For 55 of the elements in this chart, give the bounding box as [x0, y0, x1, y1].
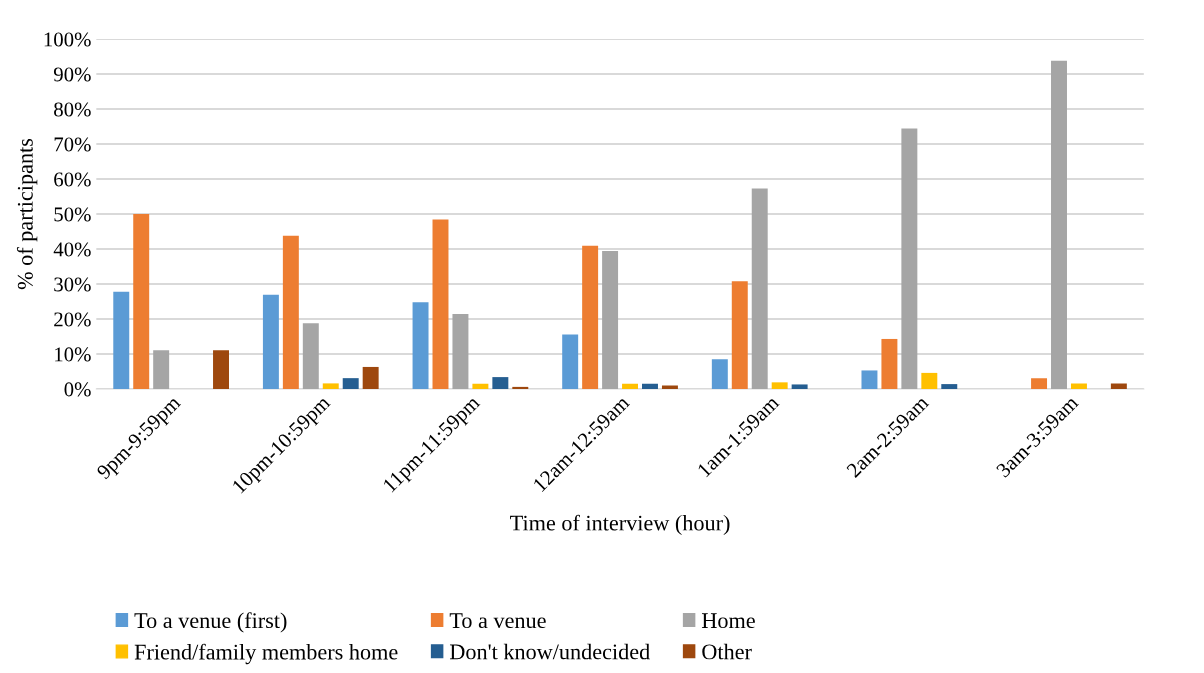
bar	[751, 188, 768, 389]
y-tick-label: 30%	[54, 277, 91, 292]
bar	[512, 386, 529, 389]
bar	[622, 383, 639, 389]
y-tick-label: 40%	[53, 242, 91, 257]
bar	[901, 128, 918, 389]
bar	[921, 372, 938, 389]
bar	[642, 383, 658, 389]
legend-label: To a venue (first)	[134, 612, 287, 633]
bar	[133, 214, 150, 389]
legend-label: To a venue	[449, 613, 546, 629]
bar	[1110, 383, 1127, 389]
y-tick-label: 0%	[64, 382, 91, 397]
bar	[432, 219, 449, 389]
y-tick-label: 10%	[55, 347, 91, 362]
y-axis-title: % of participants	[16, 138, 38, 290]
bar	[412, 302, 429, 389]
y-tick-label: 90%	[53, 67, 91, 82]
bar	[711, 359, 728, 389]
x-axis-title: Time of interview (hour)	[510, 514, 730, 536]
bar	[282, 235, 299, 389]
y-tick-label: 20%	[54, 312, 91, 327]
legend-label: Don't know/undecided	[449, 643, 650, 660]
bar	[213, 350, 229, 389]
legend-label: Friend/family members home	[134, 643, 398, 665]
bar	[322, 383, 339, 389]
bar	[1031, 378, 1048, 389]
bar	[492, 377, 509, 389]
bar	[262, 294, 279, 389]
bar	[342, 378, 359, 389]
bar	[562, 334, 579, 389]
bar	[661, 385, 678, 389]
legend-label: Other	[702, 643, 752, 660]
bar	[602, 251, 619, 389]
bar	[153, 350, 170, 389]
bar	[452, 314, 469, 389]
y-tick-label: 100%	[44, 32, 91, 47]
y-tick-label: 50%	[54, 207, 91, 222]
y-tick-label: 80%	[54, 102, 91, 117]
bar	[881, 338, 898, 389]
bar	[302, 323, 319, 389]
bar	[582, 245, 599, 389]
bar	[113, 291, 130, 389]
legend-label: Home	[701, 613, 755, 629]
bar	[731, 281, 748, 389]
bar	[861, 370, 878, 389]
bar	[941, 384, 958, 389]
y-tick-label: 60%	[54, 172, 91, 187]
bar	[791, 384, 808, 389]
bar	[472, 383, 489, 389]
bar	[362, 366, 379, 389]
bar	[1051, 60, 1067, 389]
bar	[771, 382, 788, 389]
bar	[1070, 383, 1087, 389]
y-tick-label: 70%	[54, 137, 91, 152]
